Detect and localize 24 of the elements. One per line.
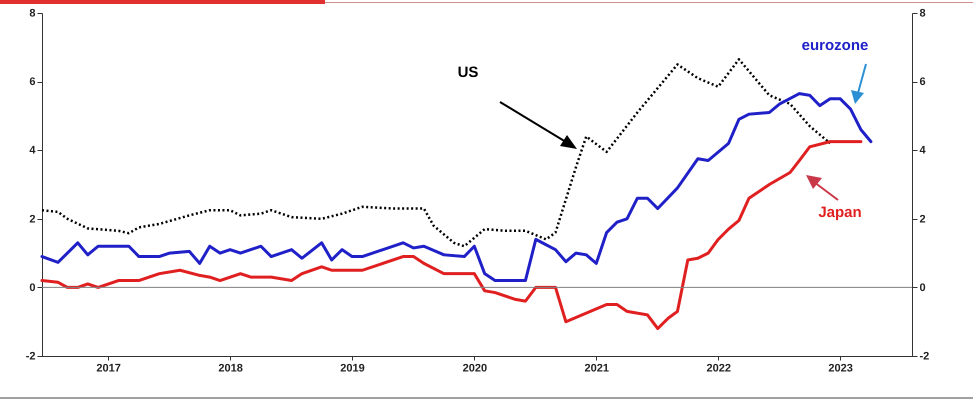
x-tick-label: 2020 [462, 362, 488, 374]
y-tick-label: 4 [29, 144, 36, 157]
text: Japan [818, 204, 862, 221]
y-tick-label: -2 [26, 350, 36, 362]
x-tick-label: 2023 [828, 362, 853, 374]
y2-tick-label: 4 [920, 144, 926, 157]
x-tick-label: 2017 [96, 362, 121, 374]
y-tick-label: 8 [29, 8, 36, 20]
y2-tick-label: -2 [920, 350, 930, 362]
x-tick-label: 2018 [218, 362, 243, 374]
y2-tick-label: 0 [920, 282, 926, 294]
line-series [40, 140, 862, 330]
text: eurozone [802, 37, 868, 54]
line-series [40, 92, 872, 282]
y2-tick-label: 6 [920, 76, 926, 88]
y2-tick-label: 2 [920, 213, 926, 226]
y2-tick-label: 8 [920, 8, 926, 20]
y-tick-label: 2 [29, 213, 36, 226]
x-tick-label: 2019 [340, 362, 365, 374]
x-tick-label: 2022 [706, 362, 731, 374]
y-tick-label: 0 [29, 282, 36, 294]
x-tick-label: 2021 [584, 362, 610, 374]
y-tick-label: 6 [29, 76, 36, 88]
text: US [458, 64, 478, 81]
